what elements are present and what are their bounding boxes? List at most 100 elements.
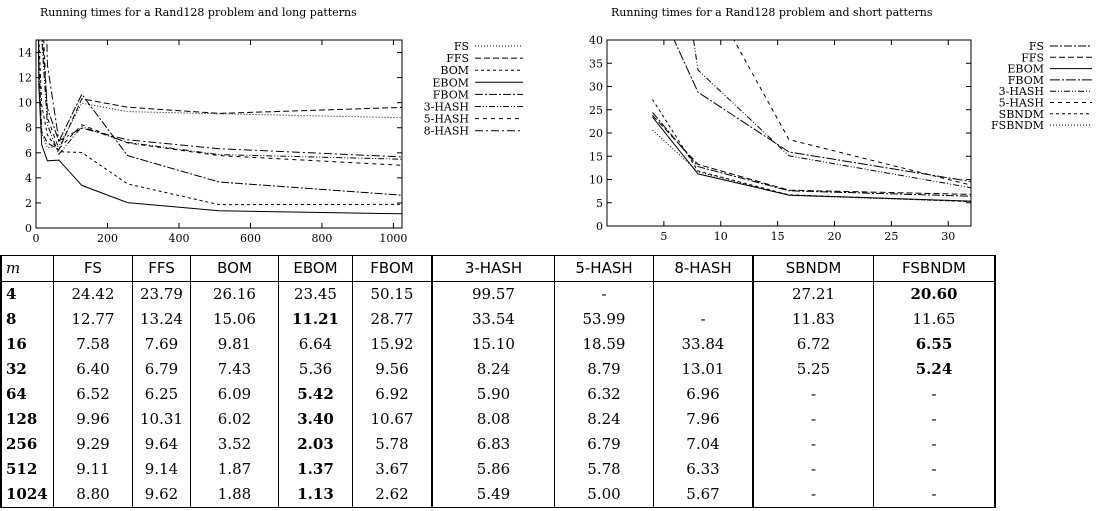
x-tick-label: 1000	[379, 232, 407, 245]
table-row: 512 9.11 9.14 1.87 1.37 3.67 5.86 5.78 6.33- -	[0, 457, 996, 482]
y-tick-label: 8	[25, 122, 32, 135]
y-tick-label: 15	[589, 150, 603, 163]
row-label: 1024	[0, 482, 54, 508]
table-cell: 15.10	[431, 332, 555, 357]
table-cell: 5.24	[873, 357, 996, 382]
y-tick-label: 10	[589, 174, 603, 187]
table-cell: 5.36	[278, 357, 353, 382]
row-label: 512	[0, 457, 54, 482]
table-cell: 9.11	[53, 457, 133, 482]
series-line-ebom	[652, 116, 971, 202]
chart-long-patterns: 0 2 4 6 8 10 12 14 0 200 400 600 800 1000 FSFFSBOMEBOM…	[18, 39, 523, 245]
series-line-5-hash	[43, 40, 402, 166]
table-cell: 1.87	[190, 457, 279, 482]
x-tick-label: 15	[771, 230, 785, 243]
x-tick-label: 20	[828, 230, 842, 243]
y-tick-label: 10	[18, 97, 32, 110]
table-header-row: m FS FFS BOM EBOM FBOM 3-HASH 5-HASH 8-HASH SBNDM…	[0, 255, 996, 282]
plot-frame	[606, 39, 972, 227]
legend-label: FS	[1029, 40, 1044, 53]
x-tick-label: 400	[168, 232, 189, 245]
table-cell: 6.52	[53, 382, 133, 407]
row-label: 32	[0, 357, 54, 382]
y-tick-label: 35	[589, 57, 603, 70]
series-line-fs	[38, 40, 402, 149]
y-tick-label: 5	[596, 197, 603, 210]
table-cell: -	[752, 382, 874, 407]
table-cell: 26.16	[190, 281, 279, 307]
table-cell: 6.79	[132, 357, 191, 382]
table-cell: 23.45	[278, 281, 353, 307]
table-cell: 50.15	[352, 281, 432, 307]
series-line-sbndm	[652, 99, 971, 203]
table-row: 8 12.77 13.24 15.06 11.21 28.77 33.54 53.99-11.…	[0, 307, 996, 332]
series-line-ffs	[652, 115, 971, 195]
x-tick-label: 200	[97, 232, 118, 245]
table-cell: 53.99	[554, 307, 654, 332]
legend-label: 5-HASH	[424, 113, 469, 126]
table-cell: -	[873, 407, 996, 432]
table-cell: 6.64	[278, 332, 353, 357]
table-cell: 9.29	[53, 432, 133, 457]
series-line-3-hash	[41, 40, 402, 160]
table-cell: 5.49	[431, 482, 555, 508]
y-tick-label: 6	[25, 147, 32, 160]
table-cell: 6.72	[752, 332, 874, 357]
row-label: 4	[0, 281, 54, 307]
table-cell	[653, 281, 753, 307]
table-cell: 5.78	[554, 457, 654, 482]
x-tick-label: 10	[714, 230, 728, 243]
legend-label: SBNDM	[999, 108, 1044, 121]
legend-label: EBOM	[1007, 63, 1044, 76]
table-cell: 24.42	[53, 281, 133, 307]
table-cell: 13.01	[653, 357, 753, 382]
table-row: 16 7.58 7.69 9.81 6.64 15.92 15.10 18.59 33.84 6.…	[0, 332, 996, 357]
table-cell: -	[653, 307, 753, 332]
column-header-sbndm: SBNDM	[752, 255, 874, 282]
table-cell: 1.13	[278, 482, 353, 508]
table-cell: 1.88	[190, 482, 279, 508]
table-cell: 7.58	[53, 332, 133, 357]
legend-label: 3-HASH	[999, 85, 1044, 98]
column-header-m: m	[0, 255, 54, 282]
table-cell: -	[873, 482, 996, 508]
table-cell: 8.24	[431, 357, 555, 382]
table-cell: 10.31	[132, 407, 191, 432]
series-line-5-hash	[733, 40, 971, 186]
y-tick-label: 30	[589, 81, 603, 94]
series-line-8-hash	[46, 40, 402, 158]
table-cell: 3.52	[190, 432, 279, 457]
table-cell: -	[873, 457, 996, 482]
legend-label: FFS	[446, 52, 469, 65]
y-tick-label: 40	[589, 34, 603, 47]
table-cell: 9.81	[190, 332, 279, 357]
table-cell: 11.83	[752, 307, 874, 332]
column-header-5-hash: 5-HASH	[554, 255, 654, 282]
table-cell: 6.33	[653, 457, 753, 482]
series-line-fs	[652, 112, 971, 197]
row-label: 128	[0, 407, 54, 432]
results-table: m FS FFS BOM EBOM FBOM 3-HASH 5-HASH 8-HASH SBNDM…	[0, 255, 996, 508]
table-cell: 15.92	[352, 332, 432, 357]
table-cell: 5.00	[554, 482, 654, 508]
x-tick-label: 5	[660, 230, 667, 243]
table-cell: 33.84	[653, 332, 753, 357]
series-line-ebom	[37, 40, 402, 215]
table-cell: 6.32	[554, 382, 654, 407]
table-cell: -	[752, 482, 874, 508]
table-cell: 5.90	[431, 382, 555, 407]
table-cell: 5.25	[752, 357, 874, 382]
table-cell: 8.79	[554, 357, 654, 382]
table-cell: 6.79	[554, 432, 654, 457]
legend-label: 8-HASH	[424, 125, 469, 138]
table-cell: 5.42	[278, 382, 353, 407]
y-tick-label: 14	[18, 47, 32, 60]
table-cell: 9.96	[53, 407, 133, 432]
table-cell: 7.96	[653, 407, 753, 432]
x-tick-label: 25	[884, 230, 898, 243]
table-cell: 2.62	[352, 482, 432, 508]
table-cell: -	[873, 432, 996, 457]
column-header-8-hash: 8-HASH	[653, 255, 753, 282]
column-header-bom: BOM	[190, 255, 279, 282]
table-cell: 6.92	[352, 382, 432, 407]
